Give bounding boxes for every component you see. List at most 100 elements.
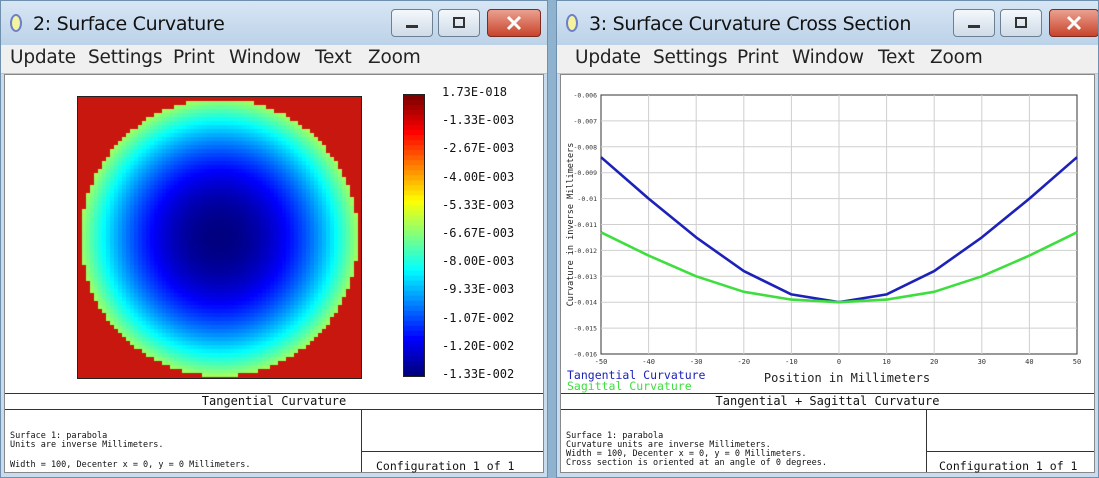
colorbar-band xyxy=(404,165,424,171)
menu-bar: Update Settings Print Window Text Zoom xyxy=(557,45,1098,74)
plot-caption: Tangential + Sagittal Curvature xyxy=(715,394,940,408)
curvature-heatmap xyxy=(77,96,362,379)
menu-print[interactable]: Print xyxy=(173,47,215,68)
colorbar-band xyxy=(404,370,424,377)
colorbar-band xyxy=(404,305,424,312)
y-tick-label: -0.014 xyxy=(574,299,598,307)
colorbar-tick-label: -4.00E-003 xyxy=(442,169,515,184)
restore-icon xyxy=(1015,17,1027,28)
maximize-button[interactable] xyxy=(1000,9,1042,37)
menu-update[interactable]: Update xyxy=(10,47,76,68)
colorbar-band xyxy=(404,280,424,287)
colorbar-band xyxy=(404,325,424,332)
curvature-cross-section-window: 3: Surface Curvature Cross Section Updat… xyxy=(556,0,1099,478)
minimize-button[interactable] xyxy=(391,9,433,37)
plot-area: 1.73E-018 -1.33E-003 -2.67E-003 -4.00E-003 -… xyxy=(4,74,544,473)
info-line: Surface 1: parabola xyxy=(10,431,108,441)
colorbar-band xyxy=(404,185,424,191)
menu-bar: Update Settings Print Window Text Zoom xyxy=(1,45,547,74)
colorbar-tick-label: -1.33E-002 xyxy=(442,367,515,381)
y-tick-label: -0.012 xyxy=(574,247,598,255)
info-line: Curvature units are inverse Millimeters. xyxy=(566,440,771,450)
x-tick-label: 50 xyxy=(1073,358,1081,366)
close-button[interactable] xyxy=(487,9,541,37)
close-icon xyxy=(506,15,522,31)
colorbar-band xyxy=(404,95,424,101)
colorbar-band xyxy=(404,110,424,116)
colorbar-band xyxy=(404,155,424,161)
minimize-button[interactable] xyxy=(953,9,995,37)
colorbar-band xyxy=(404,270,424,277)
info-line: Units are inverse Millimeters. xyxy=(10,440,164,450)
colorbar-band xyxy=(404,235,424,242)
configuration-label: Configuration 1 of 1 xyxy=(939,459,1078,473)
plot-caption: Tangential Curvature xyxy=(201,394,347,408)
colorbar-band xyxy=(404,295,424,302)
colorbar-band xyxy=(404,190,424,196)
x-tick-label: 0 xyxy=(837,358,841,366)
divider xyxy=(561,409,1094,410)
maximize-button[interactable] xyxy=(438,9,480,37)
colorbar-band xyxy=(404,245,424,252)
menu-settings[interactable]: Settings xyxy=(88,47,163,68)
divider xyxy=(5,393,543,394)
colorbar-tick-label: -1.20E-002 xyxy=(442,338,515,353)
colorbar-band xyxy=(404,210,424,217)
colorbar-band xyxy=(404,340,424,347)
colorbar-band xyxy=(404,130,424,136)
minimize-icon xyxy=(406,25,418,28)
minimize-icon xyxy=(968,25,980,28)
colorbar-band xyxy=(404,145,424,151)
colorbar-band xyxy=(404,315,424,322)
colorbar-tick-label: -2.67E-003 xyxy=(442,141,515,156)
colorbar-band xyxy=(404,330,424,337)
y-tick-label: -0.011 xyxy=(574,221,598,229)
colorbar-band xyxy=(404,265,424,272)
app-icon xyxy=(10,14,22,32)
colorbar-tick-label: -6.67E-003 xyxy=(442,226,515,240)
menu-window[interactable]: Window xyxy=(792,47,864,68)
colorbar-band xyxy=(404,230,424,237)
colorbar-tick-label: -1.07E-002 xyxy=(442,310,515,325)
cross-section-chart: -50 -40 -30 -20 -10 0 10 20 30 40 50 -0.006 -0.007 -0… xyxy=(566,92,1081,394)
colorbar-band xyxy=(404,225,424,232)
x-tick-label: 40 xyxy=(1025,358,1033,366)
close-button[interactable] xyxy=(1049,9,1098,37)
legend-entry: Tangential Curvature xyxy=(567,368,706,382)
info-line: Surface 1: parabola xyxy=(566,431,664,441)
colorbar-band xyxy=(404,310,424,317)
x-tick-label: -30 xyxy=(690,358,703,366)
menu-settings[interactable]: Settings xyxy=(653,47,728,68)
title-bar[interactable]: 3: Surface Curvature Cross Section xyxy=(557,1,1098,45)
colorbar-band xyxy=(404,365,424,372)
x-tick-label: 10 xyxy=(882,358,890,366)
colorbar-band xyxy=(404,360,424,367)
colorbar-band xyxy=(404,335,424,342)
menu-update[interactable]: Update xyxy=(575,47,641,68)
colorbar-band xyxy=(404,195,424,201)
divider xyxy=(361,451,543,452)
menu-text[interactable]: Text xyxy=(878,47,915,68)
colorbar-band xyxy=(404,140,424,146)
menu-text[interactable]: Text xyxy=(315,47,352,68)
menu-zoom[interactable]: Zoom xyxy=(368,47,421,68)
info-line: Cross section is oriented at an angle of… xyxy=(566,458,827,468)
colorbar-band xyxy=(404,215,424,222)
x-tick-label: 30 xyxy=(978,358,986,366)
menu-window[interactable]: Window xyxy=(229,47,301,68)
menu-zoom[interactable]: Zoom xyxy=(930,47,983,68)
colorbar-band xyxy=(404,260,424,267)
y-tick-label: -0.009 xyxy=(574,169,598,177)
colorbar-tick-label: -8.00E-003 xyxy=(442,254,515,269)
colorbar-band xyxy=(404,345,424,352)
window-title: 2: Surface Curvature xyxy=(33,13,225,35)
divider xyxy=(926,409,927,472)
colorbar-tick-label: 1.73E-018 xyxy=(442,85,508,99)
restore-icon xyxy=(453,17,465,28)
colorbar-band xyxy=(404,320,424,327)
title-bar[interactable]: 2: Surface Curvature xyxy=(1,1,547,45)
colorbar-tick-label: -1.33E-003 xyxy=(442,113,515,128)
info-line: Width = 100, Decenter x = 0, y = 0 Milli… xyxy=(10,460,251,470)
menu-print[interactable]: Print xyxy=(737,47,779,68)
x-tick-label: -10 xyxy=(785,358,798,366)
